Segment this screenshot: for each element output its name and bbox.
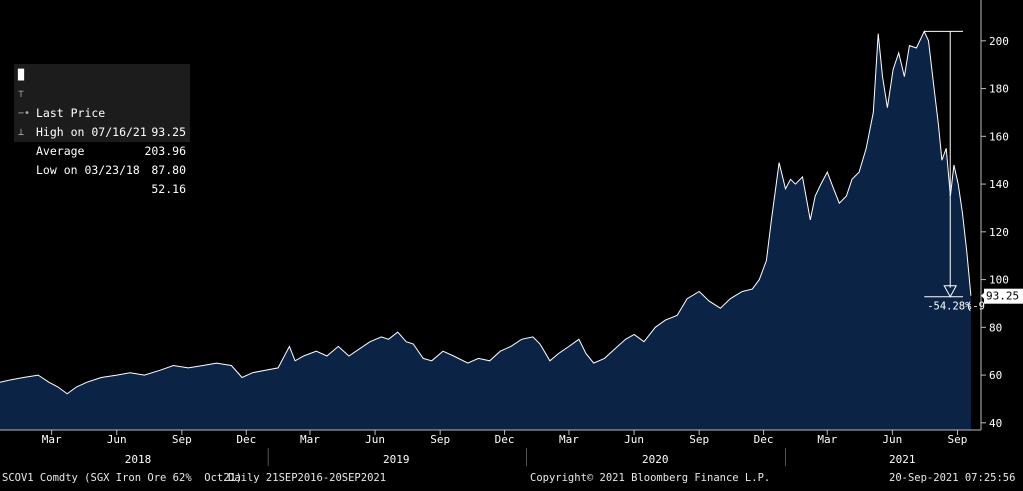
x-tick-label: Mar bbox=[300, 433, 320, 446]
x-tick-label: Dec bbox=[754, 433, 774, 446]
legend-value: 203.96 bbox=[144, 144, 186, 158]
square-marker-icon: █ bbox=[18, 70, 25, 81]
low-marker-icon: ⊥ bbox=[18, 127, 25, 138]
x-tick-label: Dec bbox=[236, 433, 256, 446]
y-tick-label: 120 bbox=[989, 226, 1009, 239]
y-tick-label: 60 bbox=[989, 369, 1002, 382]
y-axis: 40 60 80 100 120 140 160 180 200 bbox=[980, 0, 1009, 430]
legend-average: −• Average 87.80 bbox=[14, 104, 190, 177]
x-tick-label: Sep bbox=[948, 433, 968, 446]
last-price-pointer bbox=[981, 291, 985, 300]
x-tick-label: Jun bbox=[882, 433, 902, 446]
timestamp: 20-Sep-2021 07:25:56 bbox=[889, 472, 1016, 484]
period-info: Daily 21SEP2016-20SEP2021 bbox=[228, 472, 387, 484]
drawdown-arrow-head bbox=[943, 285, 958, 298]
x-tick-label: Jun bbox=[365, 433, 385, 446]
legend-value: 87.80 bbox=[151, 163, 186, 177]
legend-last-price: █ Last Price 93.25 bbox=[14, 66, 190, 139]
drawdown-annotation: -54.28%(-993.25 bbox=[924, 30, 1023, 313]
x-axis: Mar Jun Sep Dec Mar Jun Sep Dec Mar Jun Sep Dec Mar J… bbox=[0, 429, 981, 466]
copyright: Copyright© 2021 Bloomberg Finance L.P. bbox=[530, 472, 771, 484]
legend-value: 93.25 bbox=[151, 125, 186, 139]
y-tick-label: 80 bbox=[989, 321, 1002, 334]
high-marker-icon: ⊤ bbox=[18, 89, 25, 100]
x-tick-label: Jun bbox=[107, 433, 127, 446]
average-marker-icon: −• bbox=[18, 108, 31, 119]
legend-box: █ Last Price 93.25 ⊤ High on 07/16/21 20… bbox=[14, 64, 190, 196]
y-tick-label: 40 bbox=[989, 417, 1002, 430]
x-year-label: 2019 bbox=[383, 453, 410, 466]
legend-label: Low on 03/23/18 bbox=[36, 163, 140, 177]
y-tick-label: 200 bbox=[989, 35, 1009, 48]
x-tick-label: Mar bbox=[42, 433, 62, 446]
x-year-label: 2021 bbox=[889, 453, 916, 466]
legend-label: Last Price bbox=[36, 106, 106, 120]
last-price-label: 93.25 bbox=[986, 290, 1019, 303]
y-tick-label: 140 bbox=[989, 178, 1009, 191]
x-tick-label: Jun bbox=[624, 433, 644, 446]
last-price-box bbox=[984, 288, 1023, 304]
legend-label: High on 07/16/21 bbox=[36, 125, 147, 139]
x-tick-label: Mar bbox=[559, 433, 579, 446]
y-tick-label: 160 bbox=[989, 130, 1009, 143]
x-tick-label: Mar bbox=[817, 433, 837, 446]
ticker-info: SCOV1 Comdty (SGX Iron Ore 62% Oct21) bbox=[2, 472, 243, 484]
legend-value: 52.16 bbox=[151, 182, 186, 196]
y-tick-label: 180 bbox=[989, 83, 1009, 96]
x-tick-label: Sep bbox=[689, 433, 709, 446]
price-line bbox=[0, 30, 972, 395]
x-tick-label: Sep bbox=[430, 433, 450, 446]
legend-high: ⊤ High on 07/16/21 203.96 bbox=[14, 85, 190, 158]
legend-low: ⊥ Low on 03/23/18 52.16 bbox=[14, 123, 190, 196]
price-area bbox=[0, 31, 971, 431]
legend-label: Average bbox=[36, 144, 85, 158]
x-year-label: 2018 bbox=[125, 453, 152, 466]
y-tick-label: 100 bbox=[989, 274, 1009, 287]
x-tick-label: Dec bbox=[495, 433, 515, 446]
x-tick-label: Sep bbox=[172, 433, 192, 446]
x-year-label: 2020 bbox=[642, 453, 669, 466]
drawdown-label: -54.28% bbox=[927, 301, 972, 313]
drawdown-extra-label: (-9 bbox=[966, 301, 985, 313]
